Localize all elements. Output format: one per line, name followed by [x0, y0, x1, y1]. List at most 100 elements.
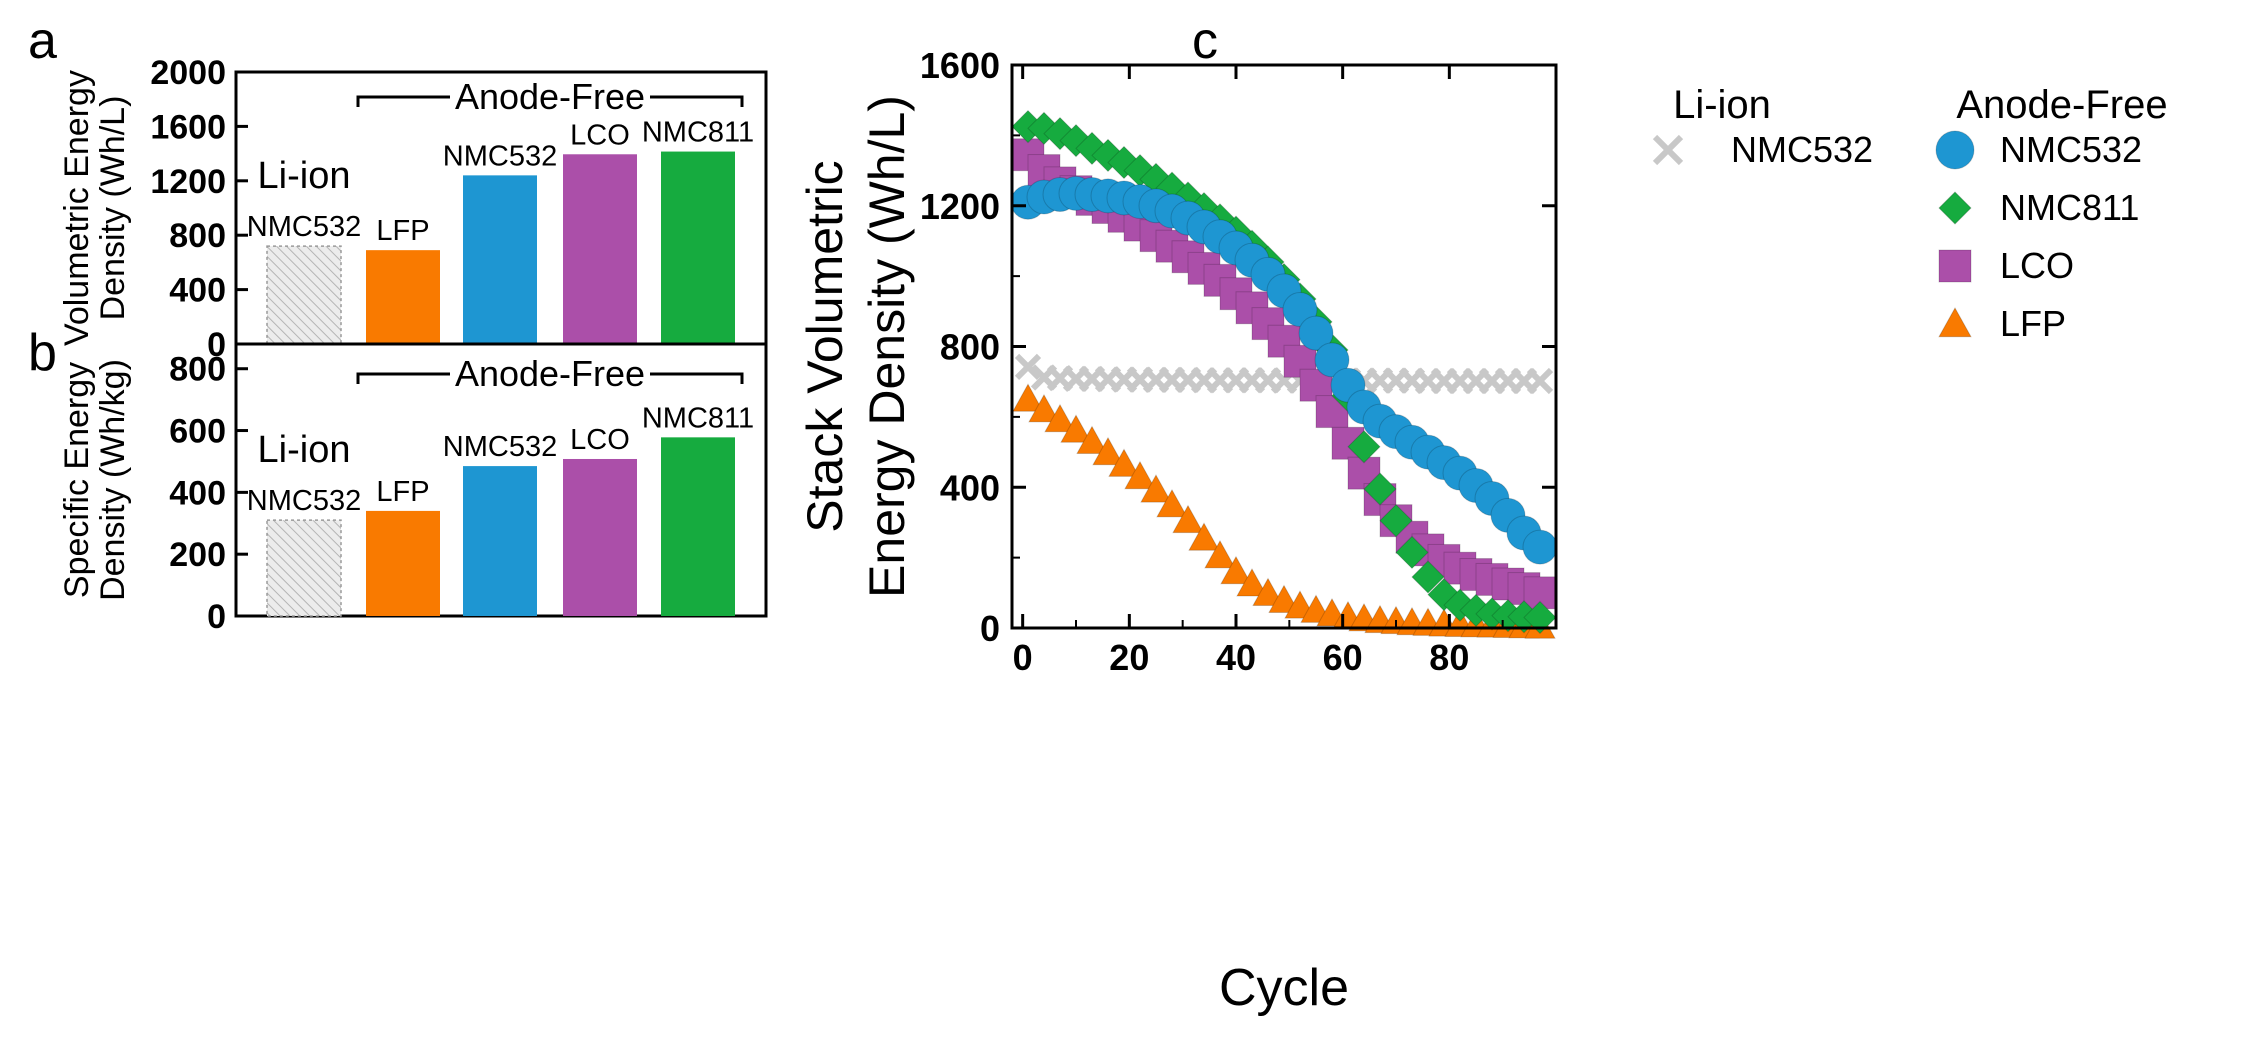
li-ion-group-label: Li-ion: [258, 155, 351, 197]
data-point: [1379, 503, 1413, 538]
legend-entry-nmc532: NMC532: [2000, 129, 2142, 170]
data-point: [1204, 539, 1236, 569]
anode-free-bracket-left: [356, 372, 450, 384]
y-axis-label: Energy Density (Wh/L): [859, 95, 915, 598]
y-tick-label: 200: [169, 536, 226, 574]
cross-stroke: [1014, 353, 1042, 381]
data-point: [1156, 488, 1188, 518]
y-tick-label: 1600: [920, 45, 1000, 86]
data-point: [1526, 367, 1554, 395]
y-tick-label: 600: [169, 413, 226, 451]
data-point: [1044, 403, 1076, 433]
y-axis-label: Stack Volumetric: [797, 160, 853, 532]
legend-marker-nmc811: [1938, 191, 1972, 225]
legend-li-ion-marker: [1652, 134, 1684, 166]
data-point: [1140, 474, 1172, 503]
anode-free-bracket-right: [650, 95, 744, 107]
li-ion-group-label: Li-ion: [258, 429, 351, 471]
anode-free-group-label: Anode-Free: [455, 76, 645, 117]
y-tick-label: 0: [207, 326, 226, 364]
bar-lfp-anode-free: [366, 250, 440, 344]
bar-label: NMC532: [443, 431, 557, 463]
panel-label-a: a: [28, 12, 57, 70]
data-point: [1523, 600, 1557, 635]
y-axis-label: Density (Wh/L): [94, 96, 132, 321]
bar-label: NMC811: [642, 117, 754, 149]
bar-label: LFP: [376, 476, 429, 508]
bar-label: NMC532: [443, 140, 557, 172]
data-point: [1124, 460, 1156, 490]
y-tick-label: 2000: [150, 54, 226, 92]
data-point: [1314, 342, 1350, 378]
anode-free-bracket-right: [650, 372, 744, 384]
data-point: [1236, 567, 1268, 597]
x-tick-label: 0: [1013, 637, 1033, 678]
legend-entry-nmc811: NMC811: [2000, 187, 2139, 228]
bar-lco-anode-free: [563, 154, 637, 344]
cross-stroke: [1526, 367, 1554, 395]
bar-nmc811-anode-free: [661, 437, 735, 616]
y-tick-label: 800: [169, 217, 226, 255]
data-point: [1411, 560, 1445, 594]
x-tick-label: 40: [1216, 637, 1256, 678]
bar-nmc532-li-ion: [266, 519, 342, 617]
legend-marker-lfp: [1938, 306, 1972, 338]
bar-label: LFP: [376, 215, 429, 247]
y-tick-label: 400: [169, 272, 226, 310]
x-tick-label: 60: [1323, 637, 1363, 678]
legend-entry-lco: LCO: [2000, 245, 2074, 286]
data-point: [1347, 430, 1381, 464]
y-tick-label: 800: [940, 327, 1000, 368]
series-nmc532: [1010, 175, 1558, 565]
data-point: [1172, 504, 1204, 534]
data-point: [1188, 522, 1220, 551]
data-point: [1252, 577, 1284, 607]
bar-label: NMC532: [247, 211, 361, 243]
legend-entry-lfp: LFP: [2000, 303, 2066, 344]
x-axis-label: Cycle: [1219, 959, 1349, 1017]
data-point: [1028, 393, 1060, 423]
cross-stroke: [1652, 134, 1684, 166]
legend-anode-free-title: Anode-Free: [1956, 83, 2167, 127]
data-point: [1092, 436, 1124, 466]
panel-label-b: b: [28, 324, 57, 382]
data-point: [1298, 315, 1334, 351]
anode-free-bracket-left: [356, 95, 450, 107]
y-axis-label: Volumetric Energy: [58, 70, 96, 346]
panel-c-cycle-scatter-chart: 0 400 800 1200 1600 0 20 40 60 80 Cycle Stack Volum…: [797, 45, 2168, 1017]
panel-a-volumetric-bar-chart: 0 400 800 1200 1600 2000 Volumetric EnergyDens…: [58, 54, 768, 364]
series-li-ion-nmc532: [1014, 353, 1554, 395]
data-point: [1043, 116, 1077, 151]
data-point: [1091, 138, 1125, 173]
data-point: [1363, 472, 1397, 506]
legend-li-ion-name: NMC532: [1731, 129, 1873, 170]
bar-nmc532-anode-free: [463, 466, 537, 616]
data-point: [1076, 425, 1108, 455]
y-tick-label: 1600: [150, 108, 226, 146]
y-tick-label: 400: [169, 474, 226, 512]
data-point: [1522, 529, 1558, 565]
data-point: [1395, 535, 1429, 570]
bar-label: LCO: [570, 119, 630, 151]
y-tick-label: 0: [980, 608, 1000, 649]
y-tick-label: 1200: [920, 186, 1000, 227]
panel-label-c: c: [1192, 12, 1218, 70]
data-point: [1220, 555, 1252, 585]
bar-lfp-anode-free: [366, 510, 440, 616]
data-point: [1268, 584, 1300, 614]
data-point: [1014, 353, 1042, 381]
bar-label: NMC811: [642, 402, 754, 434]
y-axis-label: Density (Wh/kg): [94, 359, 132, 601]
bar-label: LCO: [570, 424, 630, 456]
legend-li-ion-title: Li-ion: [1673, 83, 1771, 127]
x-tick-label: 80: [1429, 637, 1469, 678]
bar-lco-anode-free: [563, 458, 637, 616]
bar-nmc811-anode-free: [661, 151, 735, 344]
x-tick-label: 20: [1109, 637, 1149, 678]
anode-free-group-label: Anode-Free: [455, 353, 645, 394]
data-point: [1108, 448, 1140, 477]
bar-label: NMC532: [247, 485, 361, 517]
